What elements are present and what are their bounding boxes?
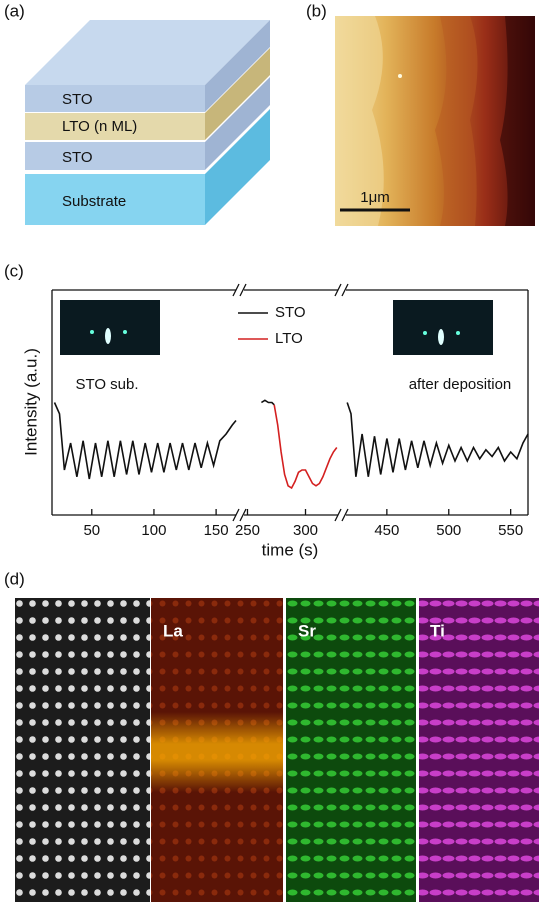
page: {"figure": { "a": {"label": "(a)", "laye… <box>0 0 539 904</box>
scale-bar-label: 1μm <box>360 189 389 206</box>
legend-label: STO <box>275 304 306 321</box>
x-tick-label: 50 <box>83 522 100 539</box>
layer-label: LTO (n ML) <box>62 118 137 135</box>
x-tick-label: 250 <box>235 522 260 539</box>
legend-label: LTO <box>275 330 303 347</box>
element-label: Sr <box>298 621 316 640</box>
figure: (a) STO LTO (n ML) STO Substrate (b) 1μm… <box>0 0 539 904</box>
panel-label: (a) <box>4 1 25 20</box>
series-line <box>274 405 337 488</box>
x-tick-label: 550 <box>498 522 523 539</box>
x-axis-label: time (s) <box>262 540 319 559</box>
panel-label: (b) <box>306 1 327 20</box>
x-tick-label: 150 <box>204 522 229 539</box>
layer-label: STO <box>62 149 93 166</box>
series-line <box>55 400 529 479</box>
x-tick-label: 500 <box>436 522 461 539</box>
x-tick-label: 100 <box>141 522 166 539</box>
y-axis-label: Intensity (a.u.) <box>21 348 40 456</box>
x-tick-label: 300 <box>293 522 318 539</box>
element-label: La <box>163 621 183 640</box>
inset-label: after deposition <box>409 376 512 393</box>
eels-maps <box>15 598 539 902</box>
layer-label: STO <box>62 91 93 108</box>
panel-label: (c) <box>4 261 24 280</box>
inset-label: STO sub. <box>75 376 138 393</box>
element-label: Ti <box>430 621 445 640</box>
panel-label: (d) <box>4 569 25 588</box>
x-tick-label: 450 <box>374 522 399 539</box>
layer-label: Substrate <box>62 193 126 210</box>
